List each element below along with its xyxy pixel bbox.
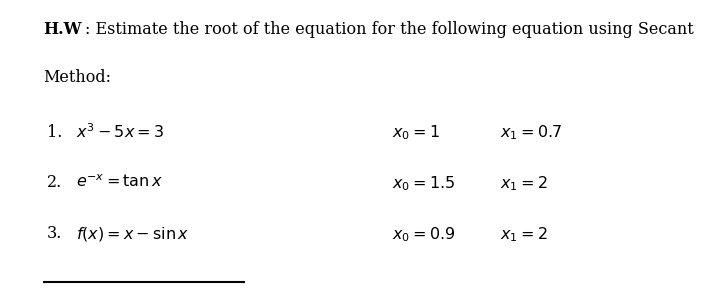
Text: $x_0 = 0.9$: $x_0 = 0.9$	[392, 225, 456, 244]
Text: $x_0 = 1.5$: $x_0 = 1.5$	[392, 174, 456, 193]
Text: $x_1 = 2$: $x_1 = 2$	[500, 174, 548, 193]
Text: 3.: 3.	[47, 225, 62, 242]
Text: $e^{-x} = \tan x$: $e^{-x} = \tan x$	[76, 174, 163, 191]
Text: 1.: 1.	[47, 124, 62, 141]
Text: $x^3 - 5x = 3$: $x^3 - 5x = 3$	[76, 124, 163, 142]
Text: : Estimate the root of the equation for the following equation using Secant: : Estimate the root of the equation for …	[85, 21, 693, 38]
Text: H.W: H.W	[43, 21, 82, 38]
Text: Method:: Method:	[43, 69, 111, 86]
Text: $f(x) = x - \sin x$: $f(x) = x - \sin x$	[76, 225, 189, 243]
Text: 2.: 2.	[47, 174, 62, 191]
Text: $x_1 = 2$: $x_1 = 2$	[500, 225, 548, 244]
Text: $x_0 = 1$: $x_0 = 1$	[392, 124, 440, 142]
Text: $x_1 = 0.7$: $x_1 = 0.7$	[500, 124, 562, 142]
